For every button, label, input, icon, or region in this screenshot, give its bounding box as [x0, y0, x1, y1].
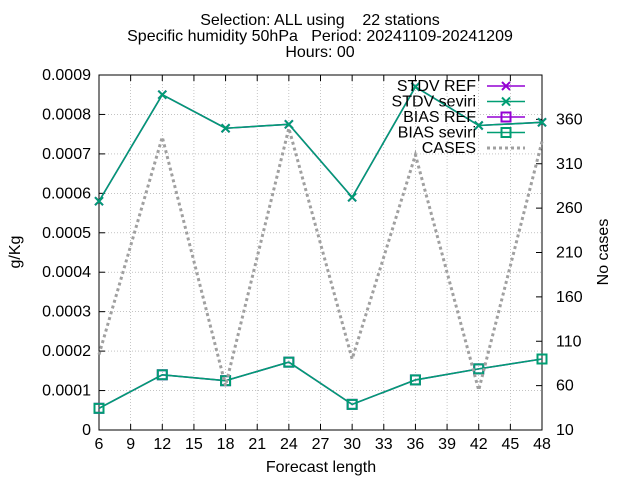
data-point	[347, 192, 357, 202]
data-point	[156, 369, 168, 381]
series-group	[93, 82, 548, 414]
marker-stroke	[347, 192, 357, 202]
data-point	[94, 196, 104, 206]
chart-title-line-1: Selection: ALL using 22 stations	[200, 12, 440, 29]
series-line	[98, 85, 543, 202]
data-point	[346, 398, 358, 410]
x-tick-label: 21	[248, 436, 266, 453]
legend-marker	[501, 81, 511, 91]
x-tick-label: 12	[153, 436, 171, 453]
x-tick-label: 24	[280, 436, 298, 453]
marker-stroke	[537, 117, 547, 128]
marker-stroke	[284, 119, 294, 130]
x-tick-label: 48	[533, 436, 551, 453]
data-point	[157, 90, 167, 100]
y-tick-label: 0.0004	[42, 264, 91, 281]
legend-marker	[500, 127, 512, 138]
series-line	[98, 358, 543, 410]
legend-label: BIAS seviri	[398, 125, 476, 142]
legend-label: CASES	[422, 140, 476, 157]
x-tick-label: 33	[375, 436, 393, 453]
y2-tick-label: 160	[556, 289, 583, 306]
series-line	[97, 122, 544, 396]
marker-stroke	[474, 120, 484, 131]
series-stdv-seviri	[94, 82, 547, 206]
x-tick-label: 39	[438, 436, 456, 453]
series-cases	[97, 122, 544, 396]
y2-tick-label: 110	[556, 333, 582, 350]
y2-tick-label: 60	[556, 378, 574, 395]
y-tick-label: 0.0003	[42, 304, 91, 321]
x-tick-label: 18	[217, 436, 235, 453]
data-point	[537, 117, 547, 128]
y-tick-label: 0.0007	[42, 146, 91, 163]
data-point	[220, 123, 231, 133]
x-tick-label: 15	[185, 436, 203, 453]
data-point	[283, 356, 295, 368]
legend-label: BIAS REF	[403, 109, 476, 126]
y2-axis-label: No cases	[595, 219, 612, 286]
legend-marker	[500, 111, 512, 123]
data-point	[474, 120, 484, 131]
data-point	[409, 374, 421, 386]
axis-ticks: 6 9 12 15 18 21 24 27 30 33 36 39 42 45 48 0 0.0001 0.000…	[42, 67, 583, 453]
x-axis-label: Forecast length	[266, 459, 376, 476]
x-tick-label: 36	[407, 436, 425, 453]
chart-title-line-2: Specific humidity 50hPa Period: 20241109…	[127, 28, 513, 45]
y-tick-label: 0.0008	[42, 106, 91, 123]
y2-tick-label: 10	[556, 422, 574, 439]
data-point	[536, 353, 548, 365]
x-tick-label: 45	[501, 436, 519, 453]
data-point	[284, 119, 294, 130]
marker-stroke	[157, 90, 167, 100]
data-point	[410, 82, 421, 92]
legend-label: STDV REF	[397, 78, 476, 95]
marker-stroke	[410, 82, 421, 92]
y-tick-label: 0.0005	[42, 225, 91, 242]
marker-stroke	[220, 123, 231, 133]
y-tick-label: 0.0002	[42, 343, 91, 360]
legend-marker	[501, 96, 511, 107]
data-point	[93, 402, 105, 414]
x-tick-label: 42	[470, 436, 488, 453]
marker-stroke	[501, 81, 511, 91]
chart-title-line-3: Hours: 00	[285, 44, 355, 61]
y2-tick-label: 260	[556, 200, 583, 217]
y-axis-label: g/Kg	[7, 236, 24, 269]
y-tick-label: 0.0009	[42, 67, 91, 84]
y-tick-label: 0	[82, 422, 91, 439]
marker-stroke	[94, 196, 104, 206]
y-tick-label: 0.0006	[42, 185, 91, 202]
legend-label: STDV seviri	[392, 94, 476, 111]
y2-tick-label: 310	[556, 156, 583, 173]
x-tick-label: 6	[95, 436, 104, 453]
y2-tick-label: 360	[556, 111, 583, 128]
x-tick-label: 30	[343, 436, 361, 453]
x-tick-label: 27	[312, 436, 330, 453]
y-tick-label: 0.0001	[42, 383, 91, 400]
marker-stroke	[501, 96, 511, 107]
y2-tick-label: 210	[556, 245, 583, 262]
x-tick-label: 9	[126, 436, 135, 453]
